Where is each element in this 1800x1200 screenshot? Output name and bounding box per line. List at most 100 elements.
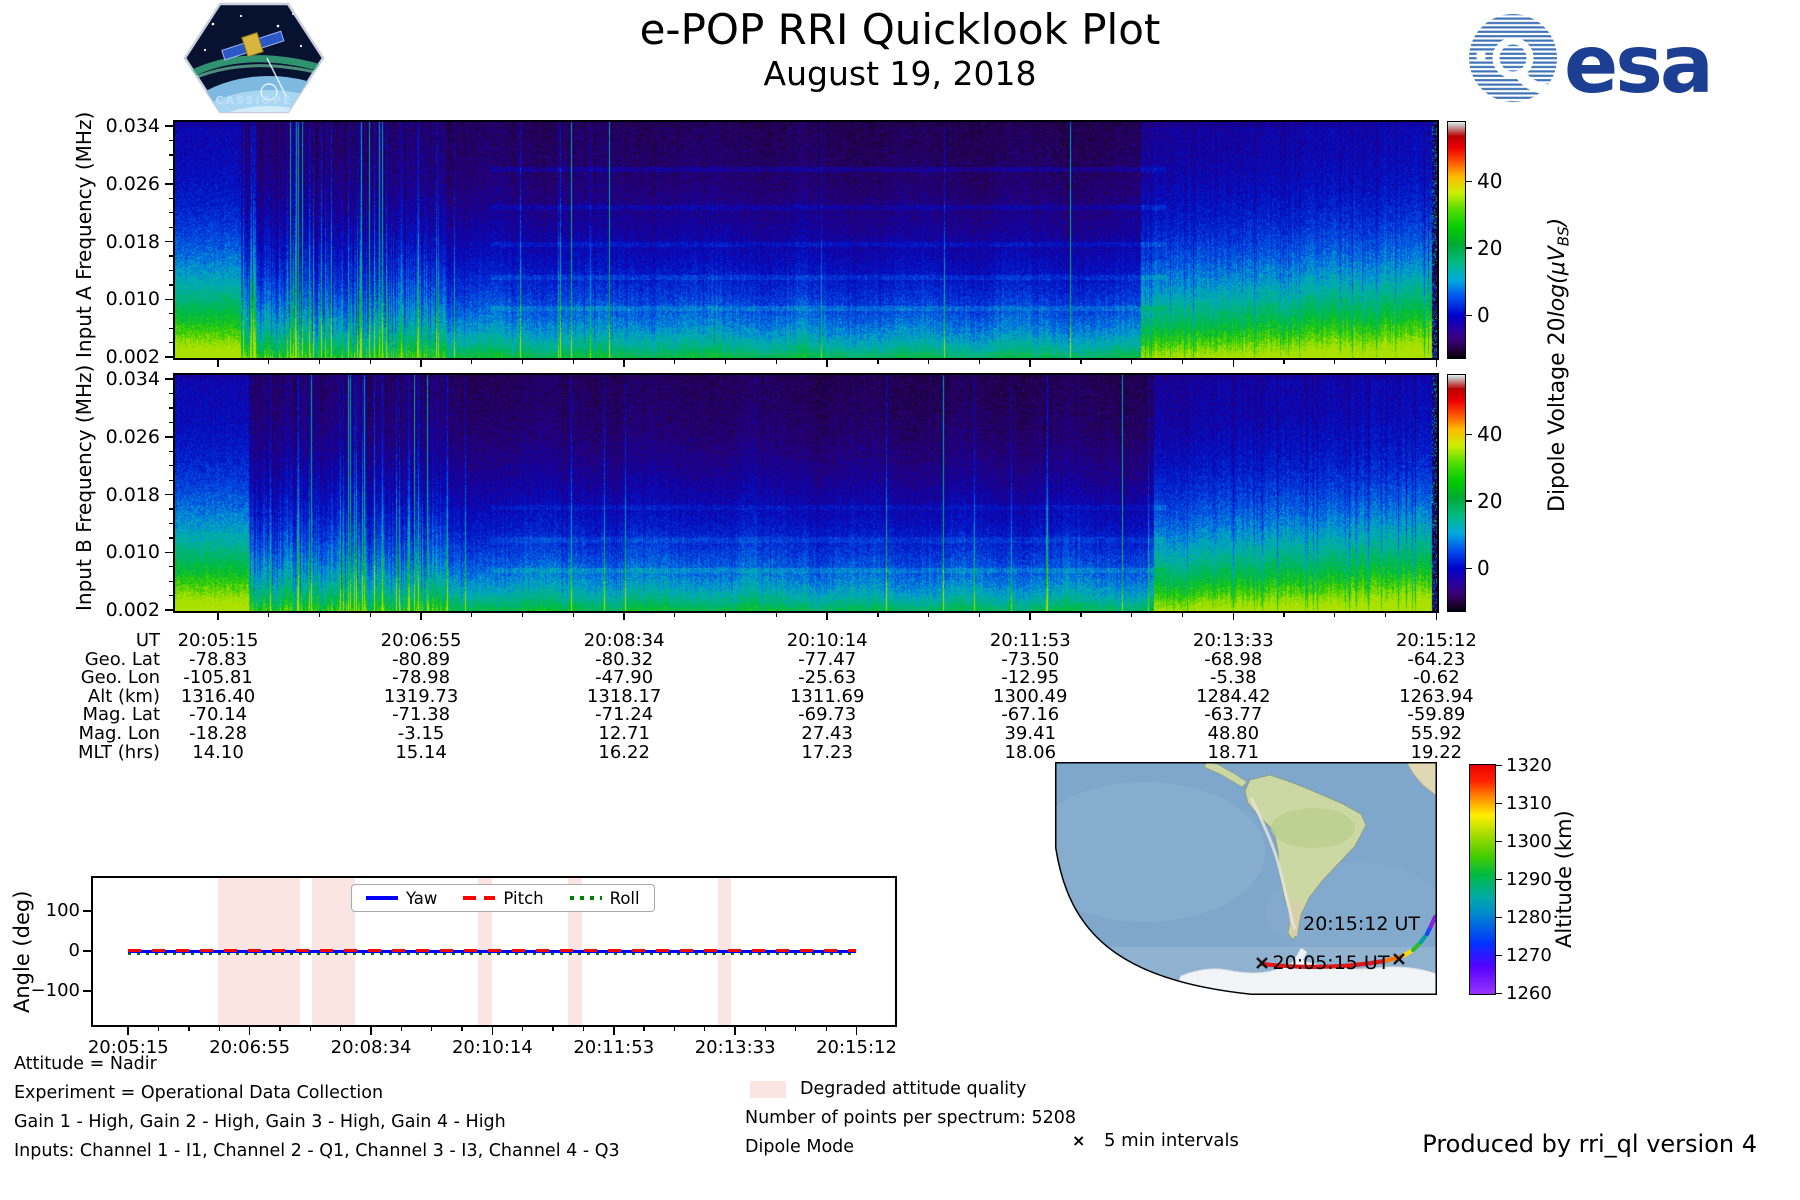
- legend-dotted-line-icon: [569, 896, 602, 900]
- attitude-xtick-minor: [431, 1027, 433, 1031]
- dipole-colorbar-label: Dipole Voltage 20log(μVBS): [1545, 217, 1573, 513]
- xtick-minor: [877, 360, 879, 364]
- ephemeris-value: -105.81: [183, 667, 253, 689]
- ephemeris-value: 16.22: [598, 741, 650, 763]
- attitude-ytick-label: 100: [45, 900, 80, 921]
- ephemeris-value: 1318.17: [586, 685, 662, 707]
- colorbar-tick-label: 40: [1477, 169, 1503, 194]
- ground-track-map: 20:15:12 UT 20:05:15 UT: [1055, 762, 1437, 995]
- xtick-minor: [471, 360, 473, 364]
- ytick-minor: [169, 327, 173, 329]
- xtick-minor: [928, 613, 930, 617]
- dipole-colorbar-b: [1447, 374, 1466, 612]
- cassiope-label: CASSIOPE: [216, 94, 293, 107]
- xtick-minor: [572, 613, 574, 617]
- ephemeris-value: -67.16: [1001, 704, 1060, 726]
- alt-colorbar-tick-mark: [1496, 992, 1502, 995]
- colorbar-tick-label: 20: [1477, 236, 1503, 261]
- attitude-legend: Yaw Pitch Roll: [351, 884, 655, 912]
- ephemeris-value: -78.98: [392, 667, 451, 689]
- ytick-mark: [165, 378, 173, 380]
- xtick-mark: [1232, 613, 1235, 620]
- footnote-line: Experiment = Operational Data Collection: [14, 1083, 384, 1103]
- ephemeris-value: 15.14: [395, 741, 447, 763]
- xtick-minor: [318, 360, 321, 364]
- xtick-minor: [775, 360, 778, 364]
- ephemeris-row-label: Geo. Lat: [84, 648, 160, 670]
- ytick-minor: [169, 450, 173, 452]
- xtick-minor: [369, 360, 371, 364]
- altitude-colorbar-label: Altitude (km): [1552, 810, 1576, 949]
- spectrogram-a-image: [175, 122, 1437, 358]
- xtick-minor: [1334, 360, 1336, 364]
- ephemeris-value: 14.10: [192, 741, 244, 763]
- attitude-xtick-minor: [309, 1027, 311, 1031]
- ephemeris-value: -70.14: [189, 704, 248, 726]
- ytick-label: 0.002: [105, 599, 160, 621]
- ephemeris-row-label: Mag. Lat: [82, 704, 160, 726]
- attitude-ytick-mark: [83, 990, 92, 992]
- ephemeris-value: 55.92: [1410, 723, 1463, 744]
- attitude-roll-line: [128, 952, 857, 956]
- ephemeris-value: 19.22: [1410, 741, 1463, 763]
- xtick-minor: [522, 360, 524, 364]
- attitude-xtick-label: 20:06:55: [209, 1037, 291, 1058]
- ephemeris-value: -63.77: [1204, 704, 1263, 726]
- attitude-xtick-label: 20:10:14: [451, 1037, 533, 1058]
- ytick-mark: [165, 493, 173, 496]
- ytick-minor: [169, 154, 173, 156]
- track-start-time-label: 20:05:15 UT: [1273, 952, 1390, 974]
- xtick-minor: [725, 360, 727, 364]
- ephemeris-value: 20:11:53: [989, 630, 1071, 651]
- legend-item-label: Pitch: [503, 888, 544, 908]
- xtick-minor: [877, 613, 879, 617]
- ytick-minor: [169, 537, 173, 539]
- xtick-minor: [522, 613, 524, 617]
- ytick-minor: [169, 595, 173, 597]
- ytick-minor: [169, 313, 173, 315]
- ephemeris-value: 12.71: [598, 723, 650, 744]
- colorbar-tick-mark: [1466, 500, 1472, 502]
- ephemeris-value: 1319.73: [383, 685, 459, 707]
- legend-item-roll: Roll: [569, 888, 640, 908]
- ephemeris-row-label: Mag. Lon: [78, 723, 160, 744]
- colorbar-tick-mark: [1466, 567, 1472, 570]
- ytick-minor: [169, 522, 173, 525]
- attitude-ytick-mark: [83, 910, 92, 912]
- attitude-xtick-mark: [127, 1027, 130, 1035]
- legend-item-label: Roll: [609, 888, 640, 908]
- alt-colorbar-tick-label: 1260: [1506, 982, 1552, 1004]
- ephemeris-value: 48.80: [1207, 723, 1260, 744]
- xtick-minor: [674, 613, 676, 617]
- attitude-xtick-minor: [522, 1027, 524, 1031]
- ytick-label: 0.026: [105, 425, 160, 448]
- alt-colorbar-tick-label: 1300: [1506, 830, 1552, 852]
- attitude-xtick-minor: [188, 1027, 190, 1031]
- attitude-xtick-minor: [279, 1027, 281, 1031]
- xtick-mark: [826, 360, 828, 367]
- ephemeris-row-label: Alt (km): [87, 685, 160, 707]
- interval-marker-glyph: ×: [1072, 1131, 1086, 1150]
- ytick-label: 0.018: [105, 483, 160, 506]
- degraded-quality-label: Degraded attitude quality: [800, 1079, 1027, 1099]
- xtick-mark: [217, 360, 219, 367]
- map-africa-corner: [1406, 762, 1437, 797]
- credit-label: Produced by rri_ql version 4: [1422, 1130, 1757, 1158]
- ytick-label: 0.018: [105, 230, 160, 253]
- alt-colorbar-tick-label: 1270: [1506, 944, 1552, 966]
- attitude-xtick-minor: [643, 1027, 645, 1031]
- alt-colorbar-tick-mark: [1496, 878, 1502, 881]
- ytick-minor: [169, 465, 173, 467]
- attitude-xtick-minor: [825, 1027, 827, 1031]
- ephemeris-value: -78.83: [189, 648, 248, 670]
- xtick-minor: [674, 360, 676, 364]
- ytick-label: 0.026: [105, 172, 160, 195]
- attitude-xtick-minor: [218, 1027, 220, 1031]
- xtick-mark: [1435, 613, 1438, 620]
- ephemeris-value: 27.43: [801, 723, 853, 744]
- colorbar-tick-mark: [1466, 180, 1472, 183]
- figure-title: e-POP RRI Quicklook Plot: [639, 5, 1161, 54]
- xtick-minor: [1385, 360, 1387, 364]
- ephemeris-row-label: Geo. Lon: [80, 667, 160, 689]
- ephemeris-row-label: MLT (hrs): [77, 741, 160, 763]
